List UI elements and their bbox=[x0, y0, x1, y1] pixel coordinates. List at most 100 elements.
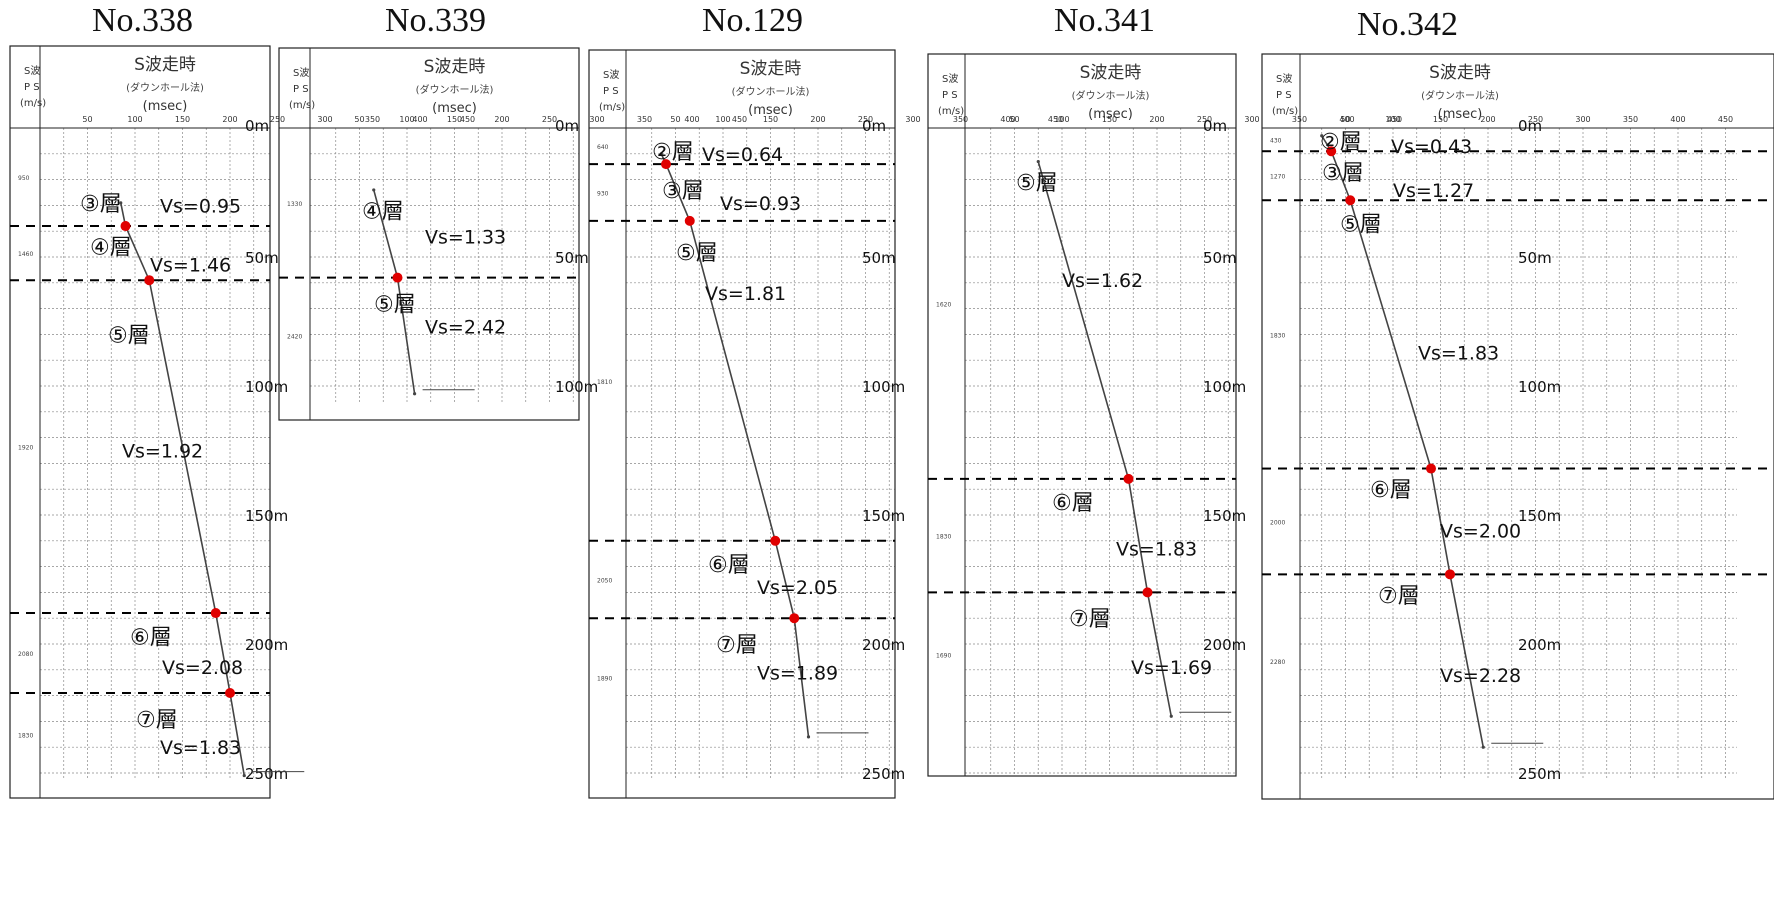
ps-value: 1330 bbox=[287, 201, 302, 208]
vs-label: Vs=1.83 bbox=[1116, 539, 1197, 561]
boundary-marker bbox=[144, 275, 155, 286]
header-title: S波走時 bbox=[1429, 63, 1491, 83]
x-tick-label: 450 bbox=[732, 115, 747, 124]
layer-label: ⑤層 bbox=[374, 292, 416, 317]
layer-label: ⑦層 bbox=[1069, 607, 1111, 632]
panel-frame bbox=[588, 49, 896, 799]
layer-label: ⑦層 bbox=[716, 633, 758, 658]
x-tick-label: 450 bbox=[1718, 115, 1733, 124]
curve-point bbox=[1320, 134, 1324, 138]
depth-label-150m: 150m bbox=[1203, 507, 1246, 525]
header-method: (ダウンホール法) bbox=[1072, 89, 1150, 102]
ps-value: 1690 bbox=[936, 652, 951, 659]
header-unit: (m/s) bbox=[20, 98, 46, 109]
layer-label: ⑥層 bbox=[708, 553, 750, 578]
depth-label-250m: 250m bbox=[1518, 765, 1561, 783]
ps-value: 1620 bbox=[936, 301, 951, 308]
x-tick-label: 150 bbox=[175, 115, 190, 124]
vs-label: Vs=0.64 bbox=[702, 144, 783, 166]
curve-point bbox=[119, 201, 123, 205]
curve-point bbox=[372, 188, 376, 192]
panel-title-339: No.339 bbox=[385, 2, 487, 39]
layer-label: ⑦層 bbox=[1378, 584, 1420, 609]
x-tick-label: 50 bbox=[1009, 115, 1019, 124]
curve-point bbox=[1036, 159, 1040, 164]
x-tick-label: 400 bbox=[1670, 115, 1685, 124]
x-tick-label: 100 bbox=[1054, 115, 1069, 124]
boundary-marker bbox=[1345, 195, 1356, 206]
x-tick-label: 100 bbox=[715, 115, 730, 124]
x-tick-label: 250 bbox=[1197, 115, 1212, 124]
depth-label-50m: 50m bbox=[862, 249, 896, 267]
layer-label: ③層 bbox=[80, 192, 122, 217]
x-tick-label: 200 bbox=[810, 115, 825, 124]
header-s-wave: S波 bbox=[603, 68, 619, 81]
depth-label-200m: 200m bbox=[862, 636, 905, 654]
header-title: S波走時 bbox=[1080, 63, 1142, 83]
depth-label-150m: 150m bbox=[245, 507, 288, 525]
depth-label-200m: 200m bbox=[1518, 636, 1561, 654]
x-tick-label: 300 bbox=[589, 115, 604, 124]
ps-value: 1810 bbox=[597, 379, 612, 386]
ps-value: 2080 bbox=[18, 651, 33, 658]
header-method: (ダウンホール法) bbox=[1421, 89, 1499, 102]
x-tick-label: 100 bbox=[399, 115, 414, 124]
x-tick-label: 200 bbox=[1480, 115, 1495, 124]
layer-label: ⑥層 bbox=[1052, 491, 1094, 516]
x-tick-label: 250 bbox=[270, 115, 285, 124]
x-tick-label: 450 bbox=[1387, 115, 1402, 124]
header-s-wave: S波 bbox=[24, 64, 40, 77]
boundary-marker bbox=[225, 688, 235, 699]
ps-value: 1830 bbox=[1270, 332, 1285, 339]
x-tick-label: 450 bbox=[460, 115, 475, 124]
depth-label-100m: 100m bbox=[1203, 378, 1246, 396]
header-ps: P S bbox=[942, 90, 958, 101]
vs-label: Vs=1.46 bbox=[150, 255, 231, 277]
ps-value: 430 bbox=[1270, 138, 1282, 145]
boundary-marker bbox=[789, 613, 800, 624]
layer-label: ⑤層 bbox=[108, 323, 150, 348]
depth-label-150m: 150m bbox=[862, 507, 905, 525]
header-msec: (msec) bbox=[1088, 107, 1133, 122]
x-tick-label: 350 bbox=[1623, 115, 1638, 124]
x-tick-label: 200 bbox=[1149, 115, 1164, 124]
boundary-marker bbox=[392, 272, 403, 283]
travel-time-curve bbox=[1037, 161, 1173, 717]
header-unit: (m/s) bbox=[289, 100, 315, 111]
x-tick-label: 250 bbox=[542, 115, 557, 124]
x-tick-label: 350 bbox=[637, 115, 652, 124]
layer-label: ⑥層 bbox=[130, 625, 172, 650]
header-s-wave: S波 bbox=[942, 72, 958, 85]
layer-label: ⑥層 bbox=[1370, 478, 1412, 503]
header-method: (ダウンホール法) bbox=[732, 85, 810, 98]
x-tick-label: 400 bbox=[412, 115, 427, 124]
header-unit: (m/s) bbox=[599, 102, 625, 113]
vs-label: Vs=2.42 bbox=[425, 317, 506, 339]
layer-label: ③層 bbox=[1322, 161, 1364, 186]
x-tick-label: 300 bbox=[1575, 115, 1590, 124]
x-tick-label: 150 bbox=[1102, 115, 1117, 124]
header-msec: (msec) bbox=[432, 101, 477, 116]
layer-label: ⑦層 bbox=[136, 708, 178, 733]
vs-label: Vs=2.28 bbox=[1440, 665, 1521, 687]
x-tick-label: 50 bbox=[82, 115, 92, 124]
x-tick-label: 150 bbox=[447, 115, 462, 124]
vs-label: Vs=1.33 bbox=[425, 226, 506, 248]
curve-point bbox=[1481, 745, 1485, 749]
x-tick-label: 200 bbox=[494, 115, 509, 124]
x-tick-label: 350 bbox=[365, 115, 380, 124]
depth-label-50m: 50m bbox=[245, 249, 279, 267]
depth-label-100m: 100m bbox=[245, 378, 288, 396]
ps-value: 2420 bbox=[287, 334, 302, 341]
ps-value: 1830 bbox=[18, 732, 33, 739]
header-msec: (msec) bbox=[1438, 107, 1483, 122]
x-tick-label: 50 bbox=[1340, 115, 1350, 124]
header-msec: (msec) bbox=[143, 99, 188, 114]
panel-frame bbox=[278, 47, 580, 421]
layer-label: ⑤層 bbox=[676, 241, 718, 266]
ps-value: 640 bbox=[597, 144, 609, 151]
x-tick-label: 350 bbox=[953, 115, 968, 124]
